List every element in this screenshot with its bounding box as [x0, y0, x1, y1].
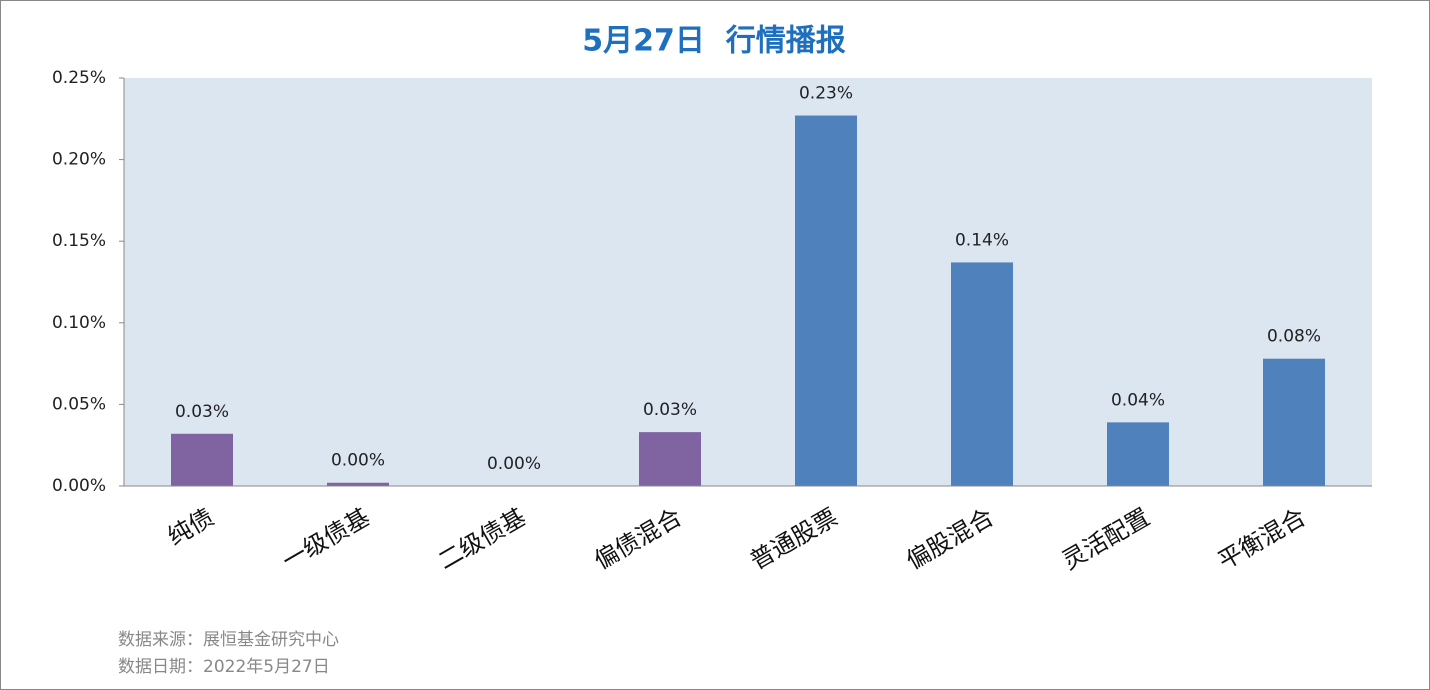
bar [795, 115, 857, 486]
bar [327, 482, 389, 486]
y-tick-label: 0.00% [52, 476, 106, 496]
value-label: 0.14% [955, 230, 1009, 250]
bar [171, 433, 233, 486]
bar [1107, 422, 1169, 486]
date-note: 数据日期：2022年5月27日 [118, 657, 330, 677]
y-tick-label: 0.05% [52, 394, 106, 414]
y-tick-label: 0.25% [52, 68, 106, 88]
y-tick-label: 0.10% [52, 313, 106, 333]
bar [1263, 358, 1325, 486]
value-label: 0.03% [643, 400, 697, 420]
bar [639, 432, 701, 486]
chart-title: 5月27日 行情播报 [582, 24, 846, 59]
source-note: 数据来源：展恒基金研究中心 [118, 630, 339, 650]
value-label: 0.08% [1267, 327, 1321, 347]
value-label: 0.23% [799, 84, 853, 104]
y-tick-label: 0.15% [52, 231, 106, 251]
plot-area [124, 78, 1372, 486]
bar [951, 262, 1013, 486]
value-label: 0.00% [487, 454, 541, 474]
value-label: 0.00% [331, 451, 385, 471]
value-label: 0.04% [1111, 390, 1165, 410]
y-tick-label: 0.20% [52, 150, 106, 170]
value-label: 0.03% [175, 402, 229, 422]
